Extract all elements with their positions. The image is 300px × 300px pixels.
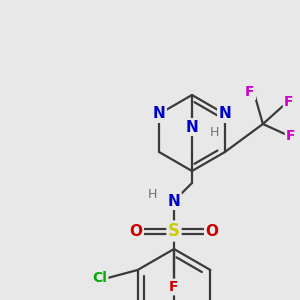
Text: F: F [169, 280, 179, 294]
Text: H: H [147, 188, 157, 202]
Text: N: N [186, 119, 198, 134]
Text: N: N [153, 106, 166, 122]
Text: F: F [245, 85, 255, 99]
Text: O: O [206, 224, 218, 238]
Text: Cl: Cl [92, 271, 107, 285]
Text: H: H [209, 127, 219, 140]
Text: F: F [284, 95, 294, 109]
Text: S: S [168, 222, 180, 240]
Text: N: N [218, 106, 231, 122]
Text: F: F [286, 129, 296, 143]
Text: O: O [130, 224, 142, 238]
Text: N: N [168, 194, 180, 208]
